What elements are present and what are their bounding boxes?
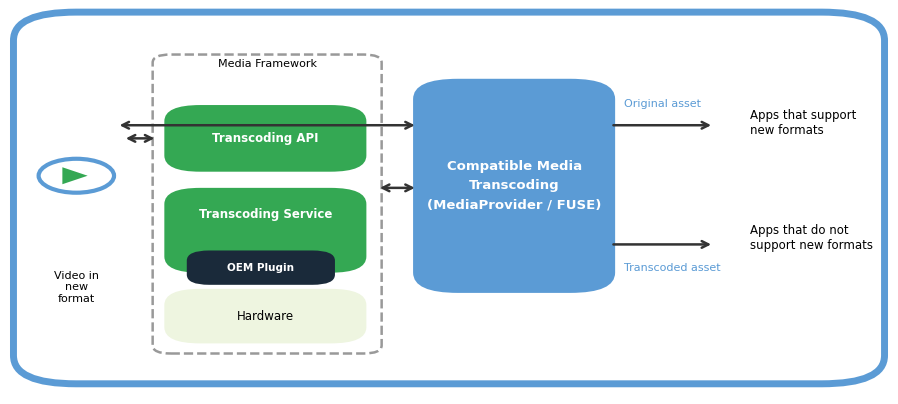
FancyBboxPatch shape	[164, 289, 366, 343]
Text: Media Framework: Media Framework	[217, 59, 317, 69]
Polygon shape	[62, 167, 88, 184]
FancyBboxPatch shape	[13, 12, 885, 384]
Text: Apps that do not
support new formats: Apps that do not support new formats	[750, 224, 873, 252]
FancyBboxPatch shape	[164, 105, 366, 172]
Text: Transcoding Service: Transcoding Service	[198, 208, 332, 221]
FancyBboxPatch shape	[413, 79, 615, 293]
FancyBboxPatch shape	[164, 188, 366, 273]
Text: Hardware: Hardware	[237, 309, 294, 323]
Text: Apps that support
new formats: Apps that support new formats	[750, 109, 856, 137]
Text: Transcoded asset: Transcoded asset	[624, 263, 721, 273]
Text: OEM Plugin: OEM Plugin	[227, 263, 295, 273]
Text: Transcoding API: Transcoding API	[212, 132, 319, 145]
Text: Video in
new
format: Video in new format	[54, 271, 99, 304]
FancyBboxPatch shape	[187, 250, 335, 285]
Text: Compatible Media
Transcoding
(MediaProvider / FUSE): Compatible Media Transcoding (MediaProvi…	[427, 160, 602, 211]
Text: Original asset: Original asset	[624, 99, 701, 109]
